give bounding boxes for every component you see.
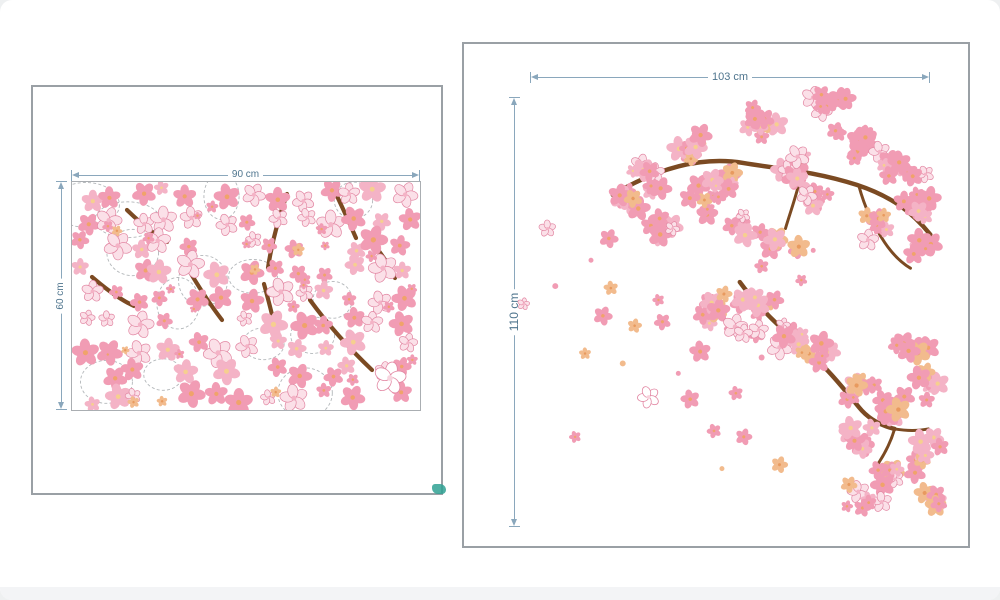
dim-line xyxy=(513,105,515,312)
decal-preview xyxy=(464,44,968,546)
arrow-down-icon xyxy=(511,519,517,526)
preview-height-dimension: 110 cm xyxy=(507,97,521,527)
arrow-left-icon xyxy=(72,172,79,178)
decal-artwork xyxy=(517,85,949,517)
sheet-height-dimension: 60 cm xyxy=(54,181,68,410)
dim-line xyxy=(60,295,62,402)
dim-line xyxy=(79,174,228,176)
dim-tick xyxy=(71,169,72,181)
dim-tick xyxy=(419,169,421,181)
arrow-left-icon xyxy=(531,74,538,80)
sticker-sheet xyxy=(71,181,446,494)
dim-line xyxy=(263,174,413,176)
dim-tick xyxy=(508,97,520,98)
arrow-right-icon xyxy=(412,172,420,178)
brand-logo-icon xyxy=(432,484,446,494)
dim-line xyxy=(538,76,708,78)
arrow-right-icon xyxy=(922,74,930,80)
dim-tick xyxy=(55,409,67,410)
dim-tick xyxy=(55,181,67,182)
sticker-sheet-artwork xyxy=(72,182,420,410)
preview-width-label: 103 cm xyxy=(707,71,753,83)
dim-tick xyxy=(929,71,931,83)
arrow-up-icon xyxy=(58,182,64,189)
sheet-width-label: 90 cm xyxy=(227,170,264,180)
dim-tick xyxy=(508,526,520,527)
arrow-down-icon xyxy=(58,402,64,409)
decal-preview-panel: 103 cm 110 cm xyxy=(462,42,970,548)
sheet-width-dimension: 90 cm xyxy=(71,168,421,182)
preview-width-dimension: 103 cm xyxy=(530,70,931,84)
dim-tick xyxy=(530,71,531,83)
bottom-gutter xyxy=(0,587,1000,600)
dim-line xyxy=(752,76,923,78)
arrow-up-icon xyxy=(511,98,517,105)
sticker-sheet-panel: 90 cm 60 cm xyxy=(31,85,446,495)
dim-line xyxy=(60,189,62,296)
sheet-height-label: 60 cm xyxy=(55,277,66,314)
dim-line xyxy=(513,312,515,519)
